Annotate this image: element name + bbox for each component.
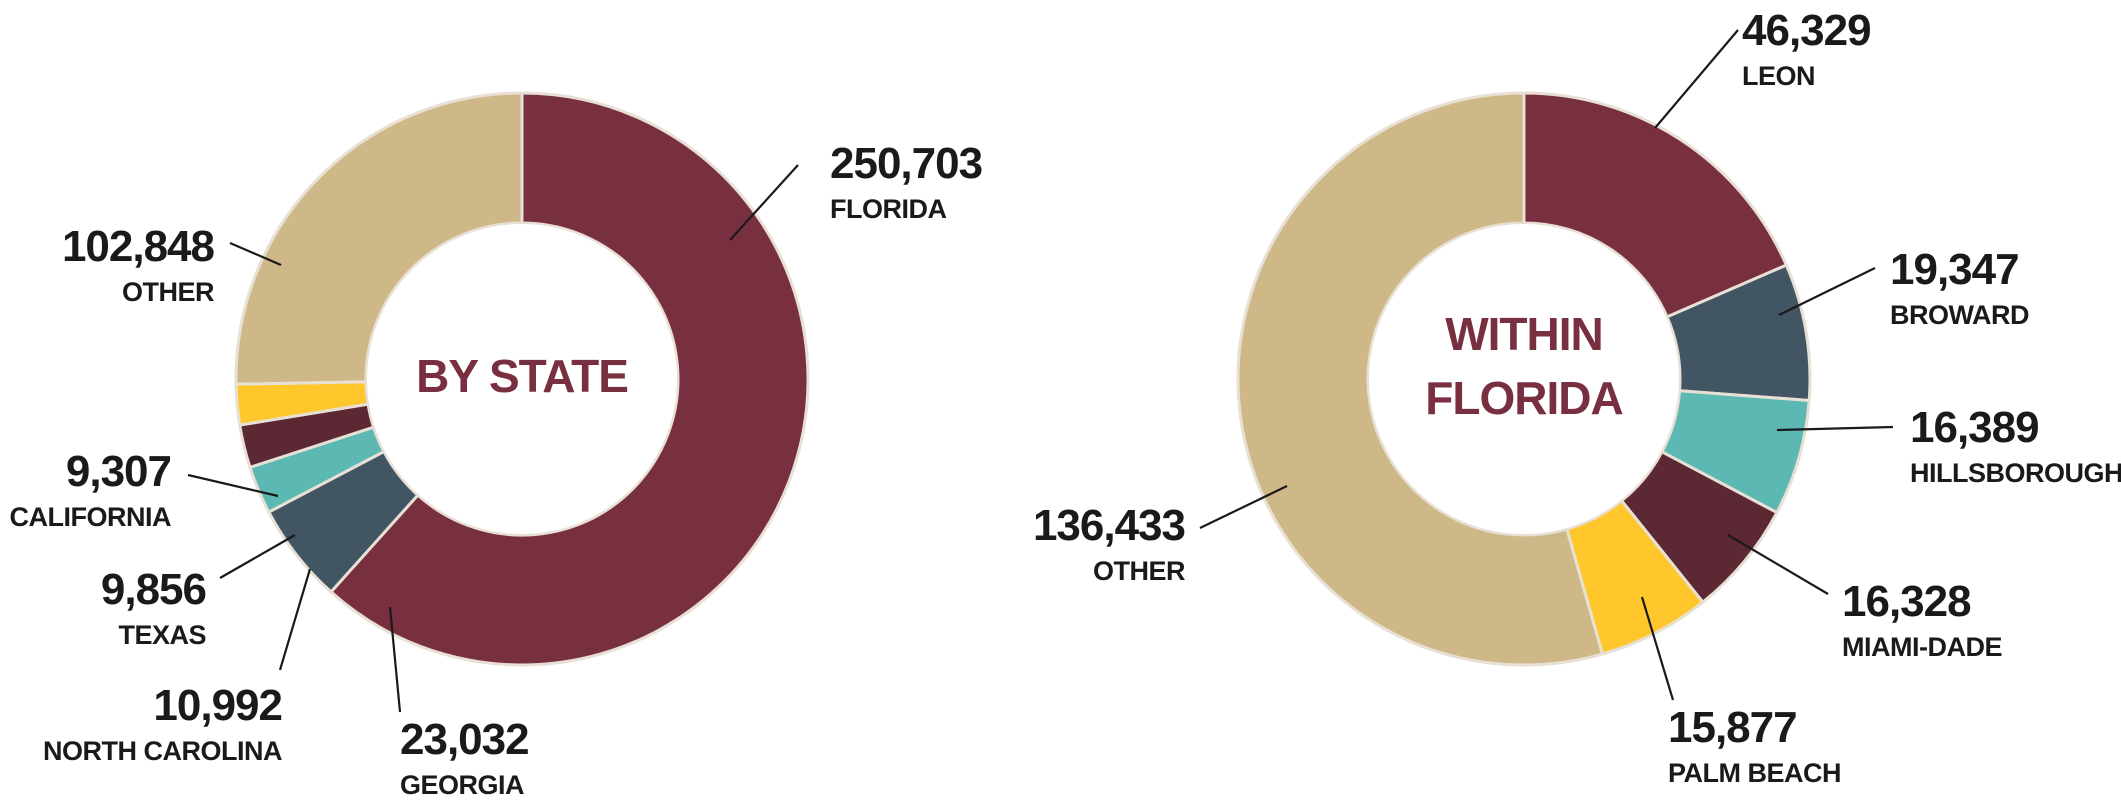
slice-leon	[1522, 91, 1789, 319]
leader-line	[278, 568, 312, 671]
chart-title: WITHIN	[1445, 308, 1603, 360]
value-label-broward: 19,347	[1890, 245, 2019, 294]
leader-line	[1654, 29, 1739, 129]
donut-hole	[367, 224, 677, 534]
category-label-other: OTHER	[1093, 556, 1185, 586]
slice-other	[1236, 91, 1605, 667]
value-label-florida: 250,703	[830, 139, 982, 188]
leader-line	[388, 606, 402, 713]
chart-title: BY STATE	[416, 350, 628, 402]
value-label-palm-beach: 15,877	[1668, 703, 1797, 752]
chart-within-florida: WITHIN FLORIDA 46,329 LEON 19,347 BROWARD 16,3…	[1033, 6, 2121, 788]
value-label-texas: 9,856	[101, 565, 206, 614]
category-label-miami-dade: MIAMI-DADE	[1842, 632, 2002, 662]
category-label-north-carolina: NORTH CAROLINA	[43, 736, 282, 766]
category-label-broward: BROWARD	[1890, 300, 2029, 330]
leader-line	[187, 473, 279, 498]
category-label-other: OTHER	[122, 277, 214, 307]
category-label-california: CALIFORNIA	[10, 502, 171, 532]
category-label-hillsborough: HILLSBOROUGH	[1910, 458, 2121, 488]
value-label-leon: 46,329	[1742, 6, 1871, 55]
leader-line	[229, 241, 282, 267]
value-label-north-carolina: 10,992	[153, 681, 282, 730]
value-label-other: 102,848	[62, 222, 215, 271]
category-label-texas: TEXAS	[118, 620, 206, 650]
chart-title: FLORIDA	[1425, 372, 1622, 424]
value-label-georgia: 23,032	[400, 715, 529, 764]
category-label-leon: LEON	[1742, 61, 1815, 91]
leader-line	[1199, 485, 1288, 529]
value-label-hillsborough: 16,389	[1910, 403, 2039, 452]
chart-by-state: BY STATE 250,703 FLORIDA 23,032 GEORGIA 10,99…	[10, 91, 983, 800]
value-label-other: 136,433	[1033, 501, 1185, 550]
leader-line	[1640, 596, 1675, 701]
leader-line	[729, 164, 799, 241]
slice-florida	[328, 91, 810, 667]
donut-hole	[1369, 224, 1679, 534]
leader-line	[1727, 534, 1829, 595]
leader-line	[1778, 267, 1876, 316]
category-label-georgia: GEORGIA	[400, 770, 524, 800]
value-label-california: 9,307	[66, 447, 171, 496]
leader-line	[219, 534, 296, 579]
category-label-florida: FLORIDA	[830, 194, 946, 224]
category-label-palm-beach: PALM BEACH	[1668, 758, 1841, 788]
leader-line	[1776, 425, 1894, 432]
value-label-miami-dade: 16,328	[1842, 577, 1971, 626]
